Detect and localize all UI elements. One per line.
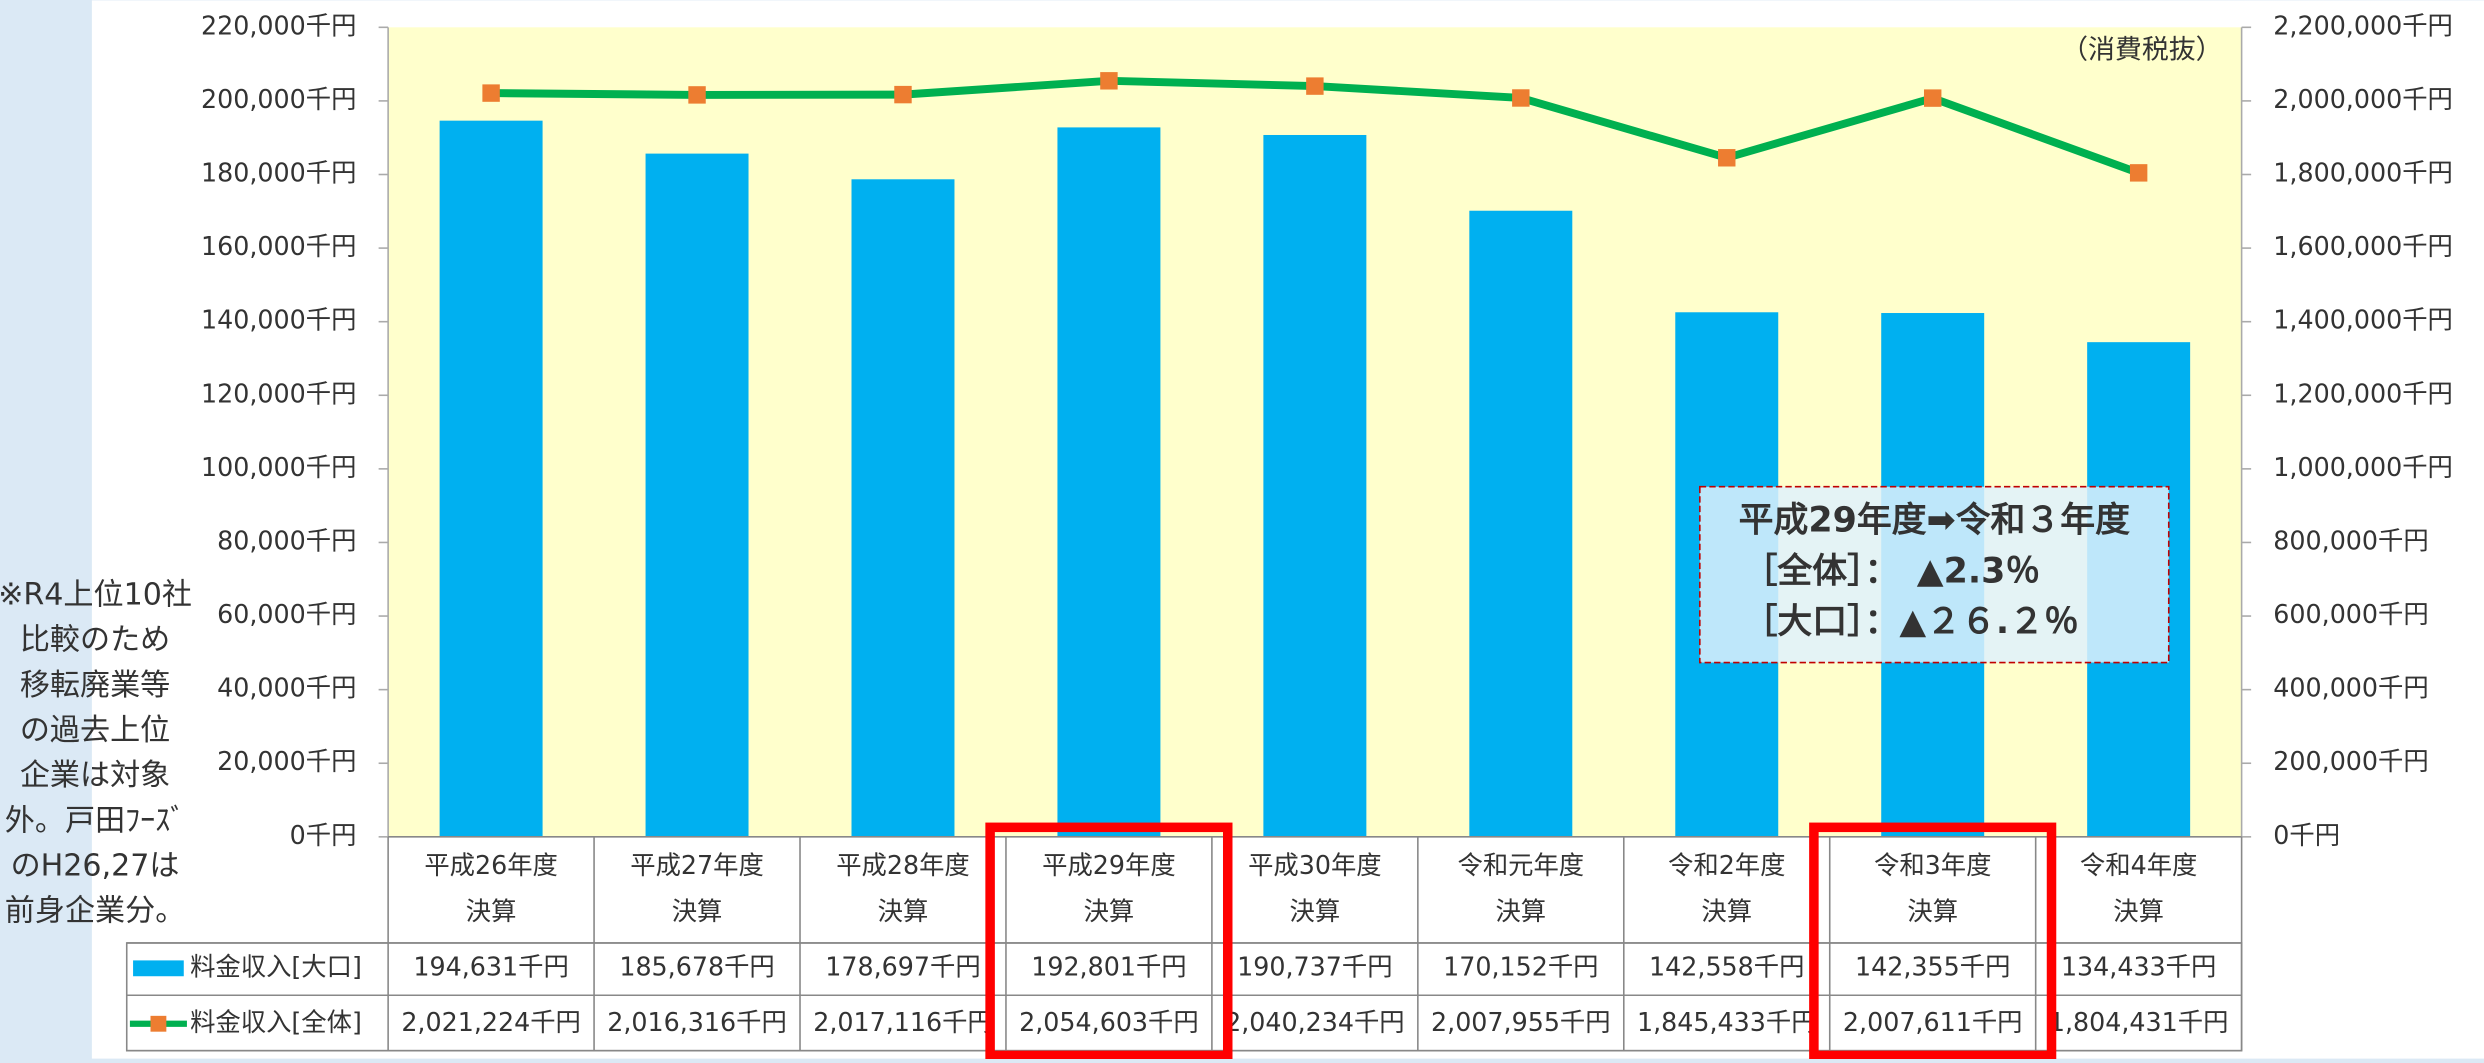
x-tick-label: 決算: [2113, 896, 2164, 926]
x-tick-label: 決算: [1084, 896, 1135, 926]
x-tick-label: 決算: [1907, 896, 1958, 926]
y-tick-label: 180,000千円: [201, 157, 356, 187]
y2-tick-label: 800,000千円: [2273, 525, 2428, 555]
x-tick-label: 令和4年度: [2080, 850, 2197, 880]
annotation: 平成29年度➡令和３年度: [1739, 501, 2130, 541]
y2-tick-label: 200,000千円: [2273, 746, 2428, 776]
y2-tick-label: 600,000千円: [2273, 599, 2428, 629]
y-tick-label: 80,000千円: [217, 525, 356, 555]
x-tick-label: 平成29年度: [1042, 850, 1176, 880]
x-tick-label: 決算: [1290, 896, 1341, 926]
bar: [439, 120, 543, 837]
x-tick-label: 令和元年度: [1457, 850, 1584, 880]
table-value: 192,801千円: [1031, 951, 1186, 981]
table-value: 170,152千円: [1443, 951, 1598, 981]
y-tick-label: 100,000千円: [201, 452, 356, 482]
x-tick-label: 平成30年度: [1248, 850, 1382, 880]
side-note: ※R4上位10社: [0, 578, 192, 613]
table-value: 1,804,431千円: [2049, 1007, 2229, 1037]
x-tick-label: 決算: [466, 896, 517, 926]
table-value: 194,631千円: [413, 951, 568, 981]
side-note: 前身企業分。: [5, 894, 185, 929]
side-note: 移転廃業等: [20, 668, 170, 703]
table-value: 2,054,603千円: [1019, 1007, 1199, 1037]
x-tick-label: 令和3年度: [1874, 850, 1991, 880]
bar: [645, 153, 749, 837]
y-tick-label: 120,000千円: [201, 378, 356, 408]
legend-key: [150, 1015, 167, 1032]
x-tick-label: 平成26年度: [424, 850, 558, 880]
x-tick-label: 平成27年度: [630, 850, 764, 880]
y-tick-label: 60,000千円: [217, 599, 356, 629]
marker: [688, 86, 706, 104]
table-value: 185,678千円: [619, 951, 774, 981]
bar: [1263, 134, 1367, 837]
y2-tick-label: 1,400,000千円: [2273, 305, 2453, 335]
table-value: 2,040,234千円: [1225, 1007, 1405, 1037]
side-note: のH26,27は: [11, 848, 180, 883]
marker: [1306, 77, 1324, 95]
table-value: 2,007,611千円: [1843, 1007, 2023, 1037]
y2-tick-label: 1,800,000千円: [2273, 157, 2453, 187]
marker: [1923, 89, 1942, 107]
legend-label: 料金収入[大口]: [190, 951, 362, 981]
note: （消費税抜）: [2061, 35, 2223, 66]
bar: [1469, 210, 1573, 837]
x-tick-label: 決算: [878, 896, 929, 926]
bar: [1057, 127, 1161, 837]
legend-key: [133, 960, 184, 977]
side-note: 企業は対象: [20, 758, 170, 793]
y2-tick-label: 2,000,000千円: [2273, 84, 2453, 114]
marker: [1512, 89, 1530, 107]
table-value: 2,007,955千円: [1431, 1007, 1611, 1037]
y-tick-label: 0千円: [290, 820, 357, 850]
y2-tick-label: 400,000千円: [2273, 673, 2428, 703]
side-note: 外。戸田ﾌｰｽﾞ: [5, 803, 185, 838]
highlight: [1809, 822, 2057, 1061]
side-note: の過去上位: [20, 713, 170, 748]
y2-tick-label: 2,200,000千円: [2273, 10, 2453, 40]
y2-tick-label: 0千円: [2273, 820, 2340, 850]
marker: [1718, 149, 1736, 167]
marker: [894, 85, 912, 104]
table-value: 142,355千円: [1855, 951, 2010, 981]
x-tick-label: 決算: [1495, 896, 1546, 926]
bar: [851, 179, 955, 837]
annotation: ［大口］：▲２６.２％: [1743, 602, 2079, 642]
y-tick-label: 20,000千円: [217, 746, 356, 776]
x-tick-label: 平成28年度: [836, 850, 970, 880]
marker: [1100, 72, 1118, 90]
y2-tick-label: 1,200,000千円: [2273, 378, 2453, 408]
y-tick-label: 200,000千円: [201, 84, 356, 114]
table-value: 2,017,116千円: [813, 1007, 993, 1037]
x-tick-label: 決算: [1701, 896, 1752, 926]
legend-label: 料金収入[全体]: [190, 1007, 362, 1037]
y2-tick-label: 1,600,000千円: [2273, 231, 2453, 261]
y-tick-label: 40,000千円: [217, 673, 356, 703]
side-note: 比較のため: [20, 623, 170, 658]
marker: [2129, 164, 2148, 182]
marker: [482, 84, 500, 102]
y2-tick-label: 1,000,000千円: [2273, 452, 2453, 482]
table-value: 134,433千円: [2061, 951, 2216, 981]
table-value: 2,021,224千円: [401, 1007, 581, 1037]
table-value: 1,845,433千円: [1637, 1007, 1817, 1037]
y-tick-label: 160,000千円: [201, 231, 356, 261]
annotation-box: [1699, 485, 2170, 664]
table-value: 178,697千円: [825, 951, 980, 981]
highlight: [985, 822, 1233, 1061]
annotation: ［全体］： ▲2.3％: [1743, 550, 2041, 591]
y-tick-label: 140,000千円: [201, 305, 356, 335]
x-tick-label: 決算: [672, 896, 723, 926]
table-bg: [125, 942, 2243, 1052]
y-tick-label: 220,000千円: [201, 10, 356, 40]
table-value: 190,737千円: [1237, 951, 1392, 981]
x-tick-label: 令和2年度: [1668, 850, 1785, 880]
table-value: 2,016,316千円: [607, 1007, 787, 1037]
table-value: 142,558千円: [1649, 951, 1804, 981]
